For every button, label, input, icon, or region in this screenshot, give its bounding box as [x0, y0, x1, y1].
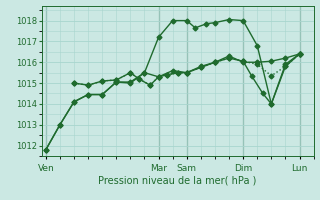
X-axis label: Pression niveau de la mer( hPa ): Pression niveau de la mer( hPa ) [99, 175, 257, 185]
